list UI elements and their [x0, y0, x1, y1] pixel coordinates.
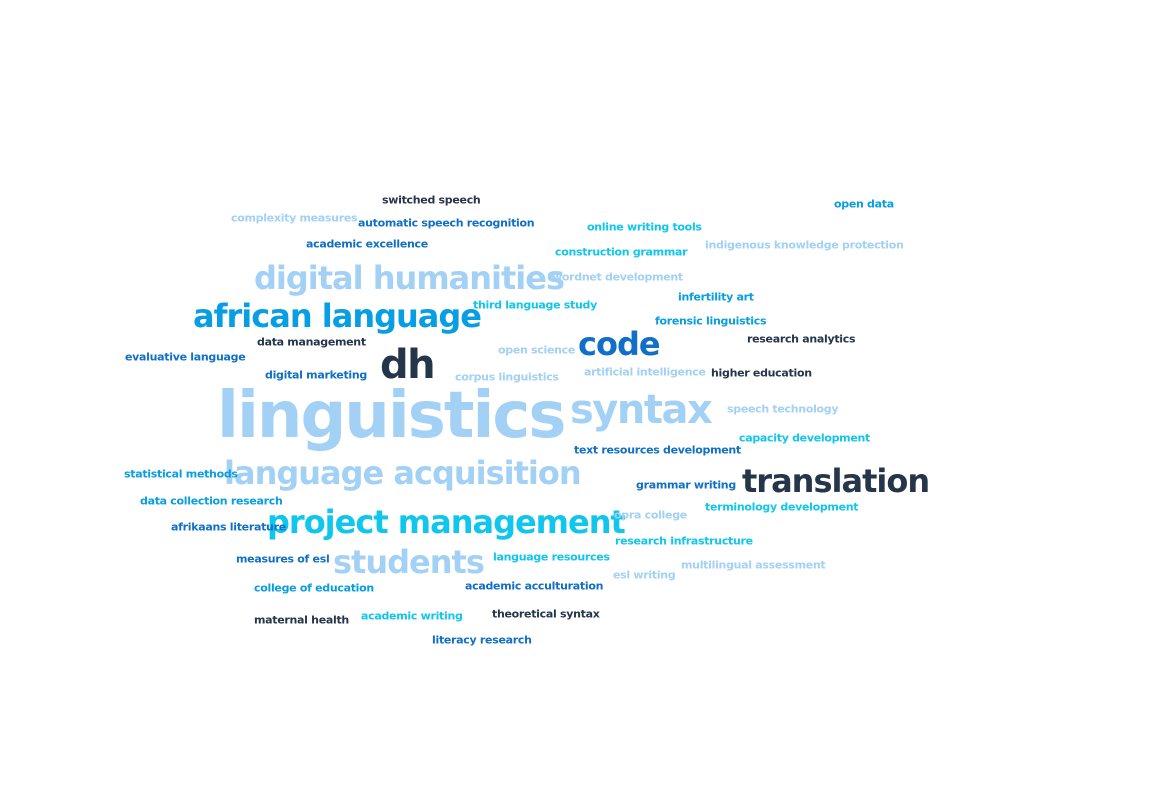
word-code[interactable]: code — [578, 325, 661, 363]
word-maternal-health[interactable]: maternal health — [254, 613, 349, 627]
word-artificial-intelligence[interactable]: artificial intelligence — [584, 365, 706, 379]
word-language-acquisition[interactable]: language acquisition — [224, 454, 582, 492]
word-academic-excellence[interactable]: academic excellence — [306, 237, 428, 251]
word-corpus-linguistics[interactable]: corpus linguistics — [455, 370, 559, 384]
word-research-infrastructure[interactable]: research infrastructure — [615, 534, 753, 548]
word-text-resources-development[interactable]: text resources development — [574, 443, 741, 457]
word-construction-grammar[interactable]: construction grammar — [555, 245, 688, 259]
word-dh[interactable]: dh — [380, 342, 436, 388]
word-automatic-speech-recognition[interactable]: automatic speech recognition — [358, 216, 535, 230]
word-research-analytics[interactable]: research analytics — [747, 332, 856, 346]
word-forensic-linguistics[interactable]: forensic linguistics — [655, 314, 767, 328]
word-grammar-writing[interactable]: grammar writing — [636, 478, 736, 492]
word-speech-technology[interactable]: speech technology — [727, 402, 839, 416]
word-students[interactable]: students — [333, 543, 485, 581]
word-open-data[interactable]: open data — [834, 197, 894, 211]
word-african-language[interactable]: african language — [193, 297, 482, 335]
word-statistical-methods[interactable]: statistical methods — [124, 467, 238, 481]
word-digital-marketing[interactable]: digital marketing — [265, 368, 367, 382]
word-academic-acculturation[interactable]: academic acculturation — [465, 579, 604, 593]
word-afrikaans-literature[interactable]: afrikaans literature — [171, 520, 286, 534]
word-theoretical-syntax[interactable]: theoretical syntax — [492, 607, 600, 621]
word-open-science[interactable]: open science — [498, 343, 576, 357]
word-measures-of-esl[interactable]: measures of esl — [236, 552, 330, 566]
word-academic-writing[interactable]: academic writing — [361, 609, 463, 623]
word-capacity-development[interactable]: capacity development — [739, 431, 870, 445]
word-switched-speech[interactable]: switched speech — [382, 193, 481, 207]
word-higher-education[interactable]: higher education — [711, 366, 812, 380]
word-project-management[interactable]: project management — [267, 503, 626, 541]
word-digital-humanities[interactable]: digital humanities — [254, 259, 565, 297]
word-syntax[interactable]: syntax — [570, 387, 713, 433]
word-literacy-research[interactable]: literacy research — [432, 633, 532, 647]
word-linguistics[interactable]: linguistics — [217, 379, 566, 453]
word-college-of-education[interactable]: college of education — [254, 581, 374, 595]
word-translation[interactable]: translation — [742, 462, 930, 500]
word-esl-writing[interactable]: esl writing — [613, 568, 676, 582]
word-language-resources[interactable]: language resources — [493, 550, 610, 564]
word-opra-college[interactable]: opra college — [614, 508, 687, 522]
word-third-language-study[interactable]: third language study — [473, 298, 597, 312]
word-complexity-measures[interactable]: complexity measures — [231, 211, 358, 225]
word-infertility-art[interactable]: infertility art — [678, 290, 754, 304]
word-wordnet-development[interactable]: wordnet development — [552, 270, 683, 284]
word-terminology-development[interactable]: terminology development — [705, 500, 859, 514]
word-indigenous-knowledge-protection[interactable]: indigenous knowledge protection — [705, 238, 904, 252]
word-data-management[interactable]: data management — [257, 335, 366, 349]
word-multilingual-assessment[interactable]: multilingual assessment — [681, 558, 826, 572]
word-online-writing-tools[interactable]: online writing tools — [587, 220, 702, 234]
word-data-collection-research[interactable]: data collection research — [140, 494, 283, 508]
word-evaluative-language[interactable]: evaluative language — [125, 350, 246, 364]
